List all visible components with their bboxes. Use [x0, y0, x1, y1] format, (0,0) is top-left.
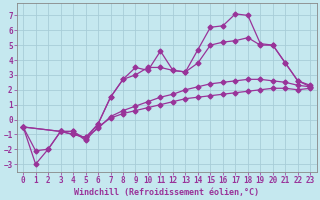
X-axis label: Windchill (Refroidissement éolien,°C): Windchill (Refroidissement éolien,°C) — [74, 188, 259, 197]
